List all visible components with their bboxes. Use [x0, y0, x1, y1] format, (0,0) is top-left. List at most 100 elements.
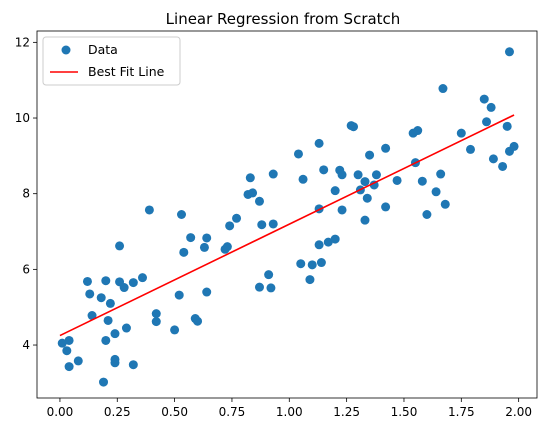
data-point	[337, 205, 347, 215]
legend-label-best-fit: Best Fit Line	[88, 64, 165, 79]
data-point	[248, 188, 258, 198]
data-point	[504, 47, 514, 57]
data-point	[502, 121, 512, 131]
data-point	[174, 290, 184, 300]
data-point	[349, 122, 359, 132]
data-point	[422, 210, 432, 219]
data-point	[110, 329, 120, 339]
data-point	[509, 141, 519, 151]
data-point	[257, 220, 267, 230]
data-point	[465, 144, 475, 154]
data-point	[85, 289, 95, 299]
best-fit-line	[59, 114, 515, 337]
data-point	[456, 128, 466, 138]
plot-area	[37, 31, 537, 398]
data-point	[381, 202, 391, 212]
y-tick-label: 10	[15, 111, 30, 125]
x-axis: 0.00 0.25 0.50 0.75 1.00 1.25 1.50 1.75 2.00	[47, 398, 532, 419]
data-point	[245, 173, 255, 183]
data-layer	[57, 47, 519, 387]
y-tick-label: 4	[22, 338, 30, 352]
data-point	[268, 169, 278, 179]
data-point	[128, 278, 138, 288]
data-point	[254, 196, 264, 206]
data-point	[498, 161, 508, 171]
x-tick-label: 0.25	[104, 405, 131, 419]
data-point	[151, 317, 161, 327]
data-point	[319, 165, 329, 175]
data-point	[64, 362, 74, 372]
data-point	[193, 316, 203, 326]
x-tick-label: 1.50	[391, 405, 418, 419]
y-tick-label: 12	[15, 35, 30, 49]
data-point	[232, 213, 242, 223]
data-point	[293, 149, 303, 159]
data-point	[268, 219, 278, 229]
data-point	[431, 187, 441, 197]
data-point	[170, 325, 180, 335]
data-point	[353, 170, 363, 180]
chart-title: Linear Regression from Scratch	[166, 10, 401, 28]
x-tick-label: 0.75	[219, 405, 246, 419]
data-point	[486, 102, 496, 112]
data-point	[365, 150, 375, 160]
data-point	[479, 94, 489, 104]
x-tick-label: 1.75	[448, 405, 475, 419]
data-point	[73, 356, 83, 366]
data-point	[314, 240, 324, 250]
data-point	[417, 176, 427, 186]
data-point	[392, 175, 402, 185]
data-point	[110, 358, 120, 368]
plot-frame	[36, 30, 538, 399]
data-point	[222, 242, 232, 252]
data-point	[307, 260, 317, 270]
x-tick-label: 1.25	[333, 405, 360, 419]
data-point	[99, 377, 109, 387]
data-point	[381, 143, 391, 153]
data-point	[87, 311, 97, 321]
data-point	[202, 287, 212, 297]
data-point	[488, 154, 498, 164]
data-point	[330, 186, 340, 196]
data-point	[128, 360, 138, 370]
data-point	[82, 276, 92, 286]
legend-marker-data	[61, 45, 71, 55]
data-point	[264, 270, 274, 280]
data-point	[330, 234, 340, 244]
data-point	[115, 241, 125, 251]
data-point	[105, 298, 115, 308]
data-point	[316, 258, 326, 268]
data-point	[96, 293, 106, 303]
data-point	[413, 126, 423, 136]
x-tick-label: 0.50	[161, 405, 188, 419]
y-tick-label: 6	[22, 262, 30, 276]
data-point	[138, 273, 147, 283]
data-point	[151, 309, 161, 319]
data-point	[362, 193, 372, 203]
data-point	[438, 84, 448, 94]
data-point	[62, 346, 72, 356]
data-point	[64, 335, 74, 345]
x-tick-label: 0.00	[47, 405, 74, 419]
data-point	[440, 199, 450, 209]
data-point	[360, 215, 370, 225]
data-point	[298, 174, 308, 184]
data-point	[371, 170, 381, 180]
x-tick-label: 2.00	[505, 405, 532, 419]
data-point	[177, 210, 186, 219]
data-point	[101, 276, 111, 286]
data-point	[202, 233, 212, 243]
data-point	[144, 205, 154, 215]
data-point	[119, 283, 129, 293]
data-point	[57, 338, 67, 348]
data-point	[314, 138, 324, 148]
y-axis: 4 6 8 10 12	[15, 35, 37, 352]
data-point	[103, 315, 113, 325]
data-point	[254, 282, 264, 292]
data-point	[179, 247, 189, 257]
legend: Data Best Fit Line	[42, 36, 181, 86]
data-point	[101, 335, 111, 345]
data-point	[186, 233, 196, 243]
data-point	[266, 283, 276, 293]
